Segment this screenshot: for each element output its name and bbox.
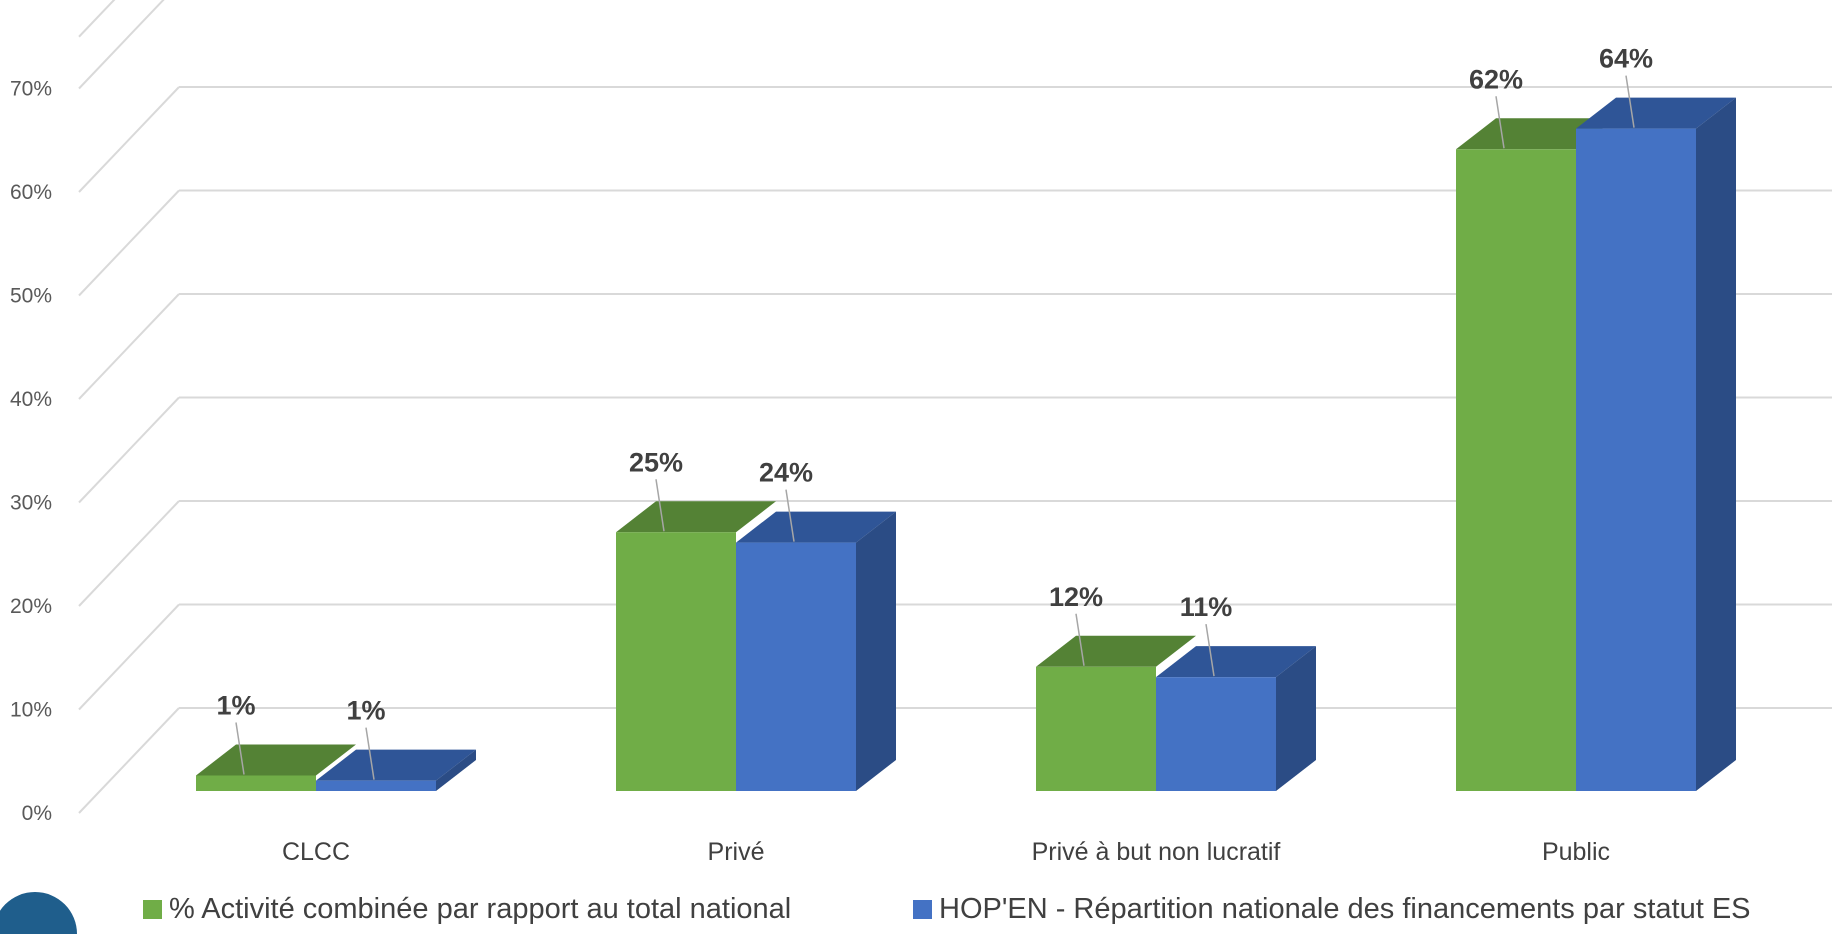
label-leader-line <box>655 479 665 532</box>
gridline-diagonal <box>78 396 180 504</box>
bar-top <box>736 511 896 543</box>
gridline-diagonal <box>78 0 116 38</box>
bar-side <box>856 511 896 791</box>
y-tick-label: 40% <box>10 388 52 411</box>
gridline-diagonal <box>78 707 180 814</box>
label-leader-line <box>1075 613 1085 666</box>
gridline-diagonal <box>78 603 180 711</box>
bar <box>196 775 316 791</box>
gridline-diagonal <box>78 86 180 193</box>
label-leader-line <box>1495 96 1505 149</box>
label-leader-line <box>785 489 795 542</box>
legend-label: % Activité combinée par rapport au total… <box>169 893 791 925</box>
bar-top <box>1576 97 1736 129</box>
x-tick-label: Privé <box>708 838 765 866</box>
y-tick-label: 20% <box>10 595 52 618</box>
y-tick-label: 30% <box>10 492 52 515</box>
legend-label: HOP'EN - Répartition nationale des finan… <box>939 893 1751 925</box>
y-tick-label: 60% <box>10 181 52 204</box>
bar-side <box>1276 646 1316 791</box>
data-label: 62% <box>1469 64 1523 94</box>
logo-circle <box>0 892 77 934</box>
label-leader-line <box>365 727 375 780</box>
bar <box>1576 128 1696 792</box>
y-tick-label: 0% <box>22 802 52 825</box>
bar-top <box>196 744 356 776</box>
bar-side <box>436 749 476 791</box>
bar-top <box>1036 635 1196 667</box>
bar <box>1156 677 1276 791</box>
bar-top <box>616 501 776 533</box>
gridline-diagonal <box>78 293 180 400</box>
data-label: 64% <box>1599 44 1653 74</box>
data-label: 12% <box>1049 582 1103 612</box>
data-label: 11% <box>1180 592 1233 622</box>
bar <box>616 532 736 791</box>
bar <box>1036 666 1156 791</box>
label-leader-line <box>235 722 245 775</box>
gridline-diagonal <box>78 189 180 297</box>
x-tick-label: Public <box>1542 838 1610 866</box>
bar-side <box>1696 97 1736 792</box>
x-tick-label: CLCC <box>282 838 350 866</box>
y-tick-label: 70% <box>10 78 52 101</box>
data-label: 25% <box>629 447 683 477</box>
data-label: 24% <box>759 458 813 488</box>
x-tick-label: Privé à but non lucratif <box>1032 838 1281 866</box>
bar <box>316 780 436 791</box>
data-label: 1% <box>216 690 255 720</box>
bar-top <box>1156 646 1316 678</box>
bar <box>736 542 856 791</box>
gridline-diagonal <box>78 500 180 607</box>
y-tick-label: 10% <box>10 699 52 722</box>
data-label: 1% <box>346 696 385 726</box>
label-leader-line <box>1205 624 1215 677</box>
legend-swatch <box>913 900 932 919</box>
bar-top <box>316 749 476 781</box>
bar <box>1456 149 1576 792</box>
label-leader-line <box>1625 75 1635 128</box>
gridline-diagonal <box>78 0 165 90</box>
y-tick-label: 50% <box>10 285 52 308</box>
legend-swatch <box>143 900 162 919</box>
